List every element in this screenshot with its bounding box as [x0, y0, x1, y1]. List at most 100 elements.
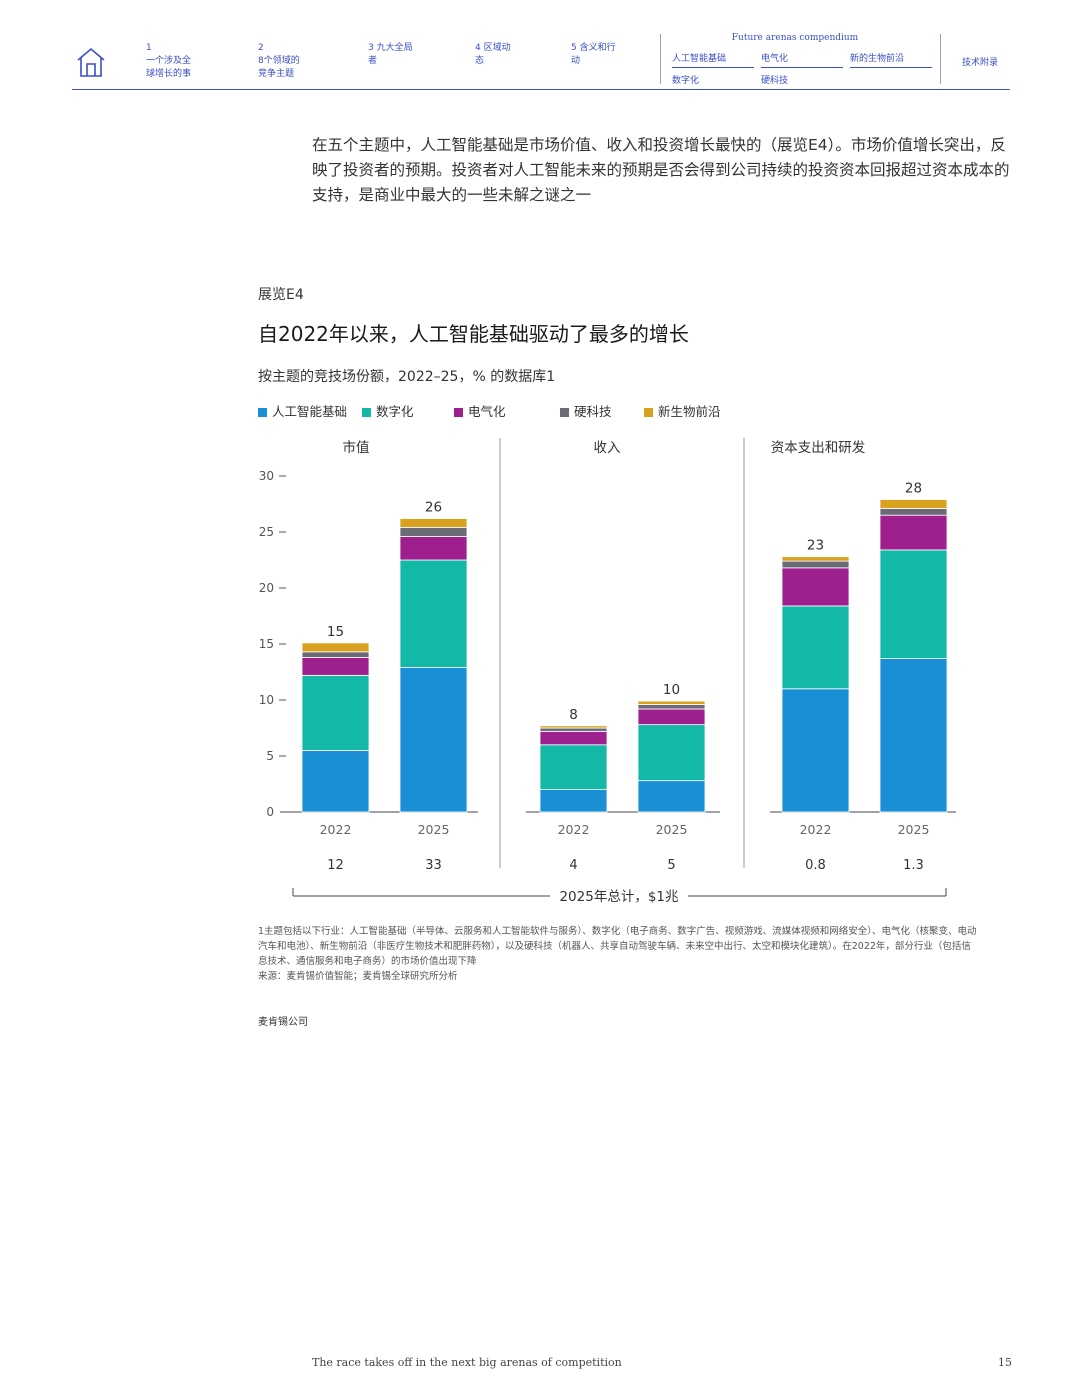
bar-segment-bio [637, 700, 706, 705]
nav-item-3[interactable]: 3 九大全局 者 [368, 42, 413, 68]
compendium-link-electrification[interactable]: 电气化 [761, 51, 843, 68]
nav-item-4[interactable]: 4 区域动 态 [475, 42, 511, 68]
legend-label: 新生物前沿 [658, 404, 721, 419]
nav-item-label: 4 区域动 [475, 43, 511, 53]
bar-segment-digital [301, 674, 370, 751]
nav-item-1[interactable]: 1 一个涉及全 球增长的事 [146, 42, 191, 81]
stacked-bar-chart: 051015202530市值1520221226202533收入82022410… [259, 438, 956, 905]
bar-segment-bio [781, 556, 850, 562]
y-tick-label: 0 [266, 805, 274, 819]
bar-total-label: 23 [807, 538, 824, 554]
nav-item-2[interactable]: 2 8个领域的 竞争主题 [258, 42, 300, 81]
legend-item-bio: 新生物前沿 [644, 401, 721, 420]
home-icon [77, 47, 105, 77]
compendium-link-hardtech[interactable]: 硬科技 [761, 76, 789, 86]
nav-item-label: 一个涉及全 [146, 56, 192, 66]
source-note: 来源：麦肯锡价值智能；麦肯锡全球研究所分析 [258, 971, 458, 982]
compendium-link-bio[interactable]: 新的生物前沿 [850, 51, 932, 68]
exhibit-title: 自2022年以来，人工智能基础驱动了最多的增长 [258, 322, 689, 346]
bar-bottom-value: 12 [327, 858, 344, 873]
home-button[interactable] [75, 46, 107, 78]
bar-segment-digital [879, 549, 948, 659]
bar-segment-electrification [781, 567, 850, 607]
appendix-link[interactable]: 技术附录 [962, 58, 999, 68]
x-tick-label: 2022 [558, 822, 590, 837]
bar-segment-hardtech [637, 704, 706, 710]
intro-paragraph: 在五个主题中，人工智能基础是市场价值、收入和投资增长最快的（展览E4）。市场价值… [312, 136, 1010, 204]
panel-title: 资本支出和研发 [771, 440, 866, 456]
company-name: 麦肯锡公司 [258, 1017, 308, 1028]
bar-segment-bio [879, 499, 948, 509]
y-tick-label: 30 [259, 469, 274, 483]
bar-bottom-value: 1.3 [903, 858, 924, 873]
header-rule [72, 89, 1010, 90]
compendium-title: Future arenas compendium [731, 33, 859, 43]
bar-segment-digital [637, 724, 706, 782]
nav-item-5[interactable]: 5 含义和行 动 [571, 42, 616, 68]
bar-total-label: 28 [905, 481, 922, 497]
bar-segment-ai [879, 658, 948, 813]
bar-segment-hardtech [879, 508, 948, 516]
bar-segment-hardtech [399, 527, 468, 537]
panel-title: 市值 [343, 439, 370, 456]
bar-segment-bio [399, 518, 468, 528]
legend-label: 电气化 [468, 404, 506, 419]
nav-item-label: 5 含义和行 [571, 43, 616, 53]
nav-item-label: 球增长的事 [146, 69, 192, 79]
x-tick-label: 2022 [800, 822, 832, 837]
nav-item-label: 8个领域的 [258, 56, 300, 66]
legend-swatch [560, 408, 569, 417]
legend-label: 数字化 [376, 404, 414, 419]
exhibit-number: 展览E4 [258, 287, 304, 303]
nav-item-label: 3 九大全局 [368, 43, 413, 53]
bar-bottom-value: 0.8 [805, 858, 826, 873]
bar-segment-hardtech [539, 727, 608, 732]
total-note: 2025年总计，$1兆 [559, 889, 678, 905]
nav-item-label: 者 [368, 56, 378, 66]
nav-item-label: 竞争主题 [258, 69, 295, 79]
y-tick-label: 5 [266, 749, 274, 763]
legend-item-ai: 人工智能基础 [258, 401, 347, 420]
compendium-link-ai[interactable]: 人工智能基础 [672, 51, 754, 68]
legend-item-hardtech: 硬科技 [560, 401, 612, 420]
legend-swatch [362, 408, 371, 417]
x-tick-label: 2025 [418, 822, 450, 837]
bar-segment-hardtech [301, 651, 370, 658]
bar-segment-ai [539, 789, 608, 813]
bar-total-label: 10 [663, 682, 680, 698]
y-tick-label: 10 [259, 693, 274, 707]
footnote-1: 1主题包括以下行业：人工智能基础（半导体、云服务和人工智能软件与服务）、数字化（… [258, 926, 977, 967]
bar-segment-electrification [637, 708, 706, 726]
legend-item-electrification: 电气化 [454, 401, 506, 420]
footer-title: The race takes off in the next big arena… [312, 1356, 622, 1369]
y-tick-label: 25 [259, 525, 274, 539]
bar-segment-ai [399, 667, 468, 813]
legend-label: 硬科技 [574, 404, 612, 419]
bar-total-label: 8 [569, 707, 578, 723]
y-tick-label: 15 [259, 637, 274, 651]
bar-segment-bio [539, 725, 608, 729]
nav-item-label: 态 [475, 56, 485, 66]
bar-segment-electrification [539, 730, 608, 746]
bar-segment-digital [399, 559, 468, 668]
legend-label: 人工智能基础 [272, 404, 348, 419]
nav-divider [660, 34, 661, 84]
nav-item-label: 动 [571, 56, 581, 66]
bar-total-label: 15 [327, 624, 344, 640]
page-number: 15 [998, 1356, 1012, 1369]
exhibit-subtitle: 按主题的竞技场份额，2022–25，% 的数据库1 [258, 369, 556, 385]
nav-divider [940, 34, 941, 84]
bar-segment-ai [637, 780, 706, 813]
legend-swatch [454, 408, 463, 417]
footnotes: 1主题包括以下行业：人工智能基础（半导体、云服务和人工智能软件与服务）、数字化（… [258, 924, 978, 984]
bar-segment-electrification [879, 514, 948, 551]
nav-item-number: 2 [258, 43, 264, 53]
bar-segment-bio [301, 642, 370, 653]
x-tick-label: 2025 [656, 822, 688, 837]
bar-segment-electrification [301, 657, 370, 676]
x-tick-label: 2022 [320, 822, 352, 837]
x-tick-label: 2025 [898, 822, 930, 837]
compendium-link-digital[interactable]: 数字化 [672, 76, 700, 86]
legend-swatch [644, 408, 653, 417]
bar-bottom-value: 33 [425, 858, 442, 873]
